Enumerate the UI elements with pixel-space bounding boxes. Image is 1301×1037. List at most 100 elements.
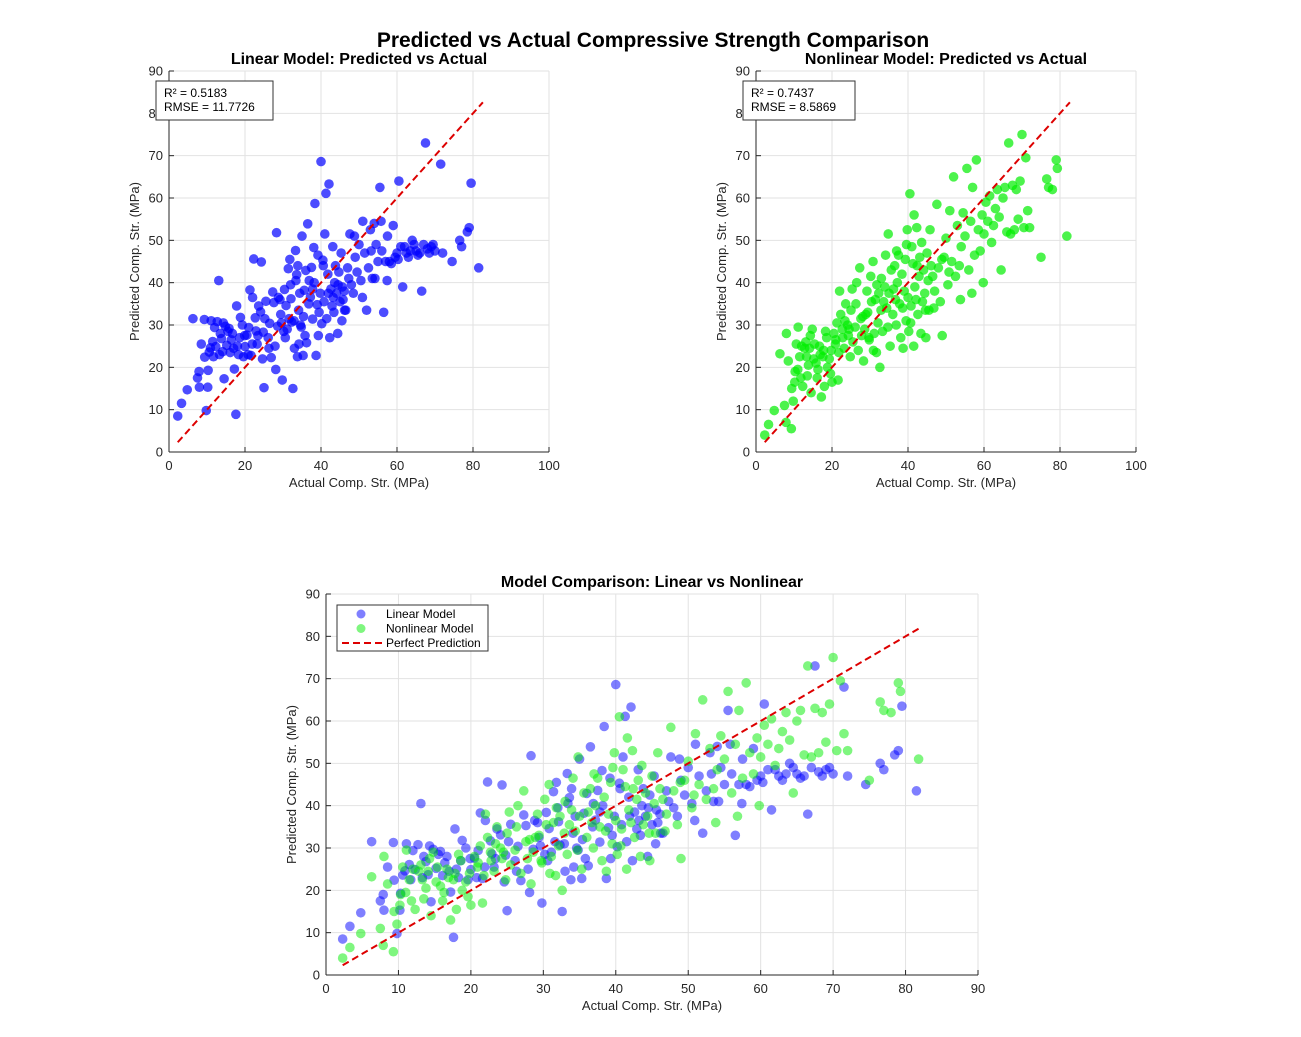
linear-data-point bbox=[259, 382, 269, 393]
linear-data-point bbox=[324, 332, 335, 343]
nonlinear-data-point bbox=[783, 356, 794, 366]
x-tick-label: 60 bbox=[390, 458, 404, 473]
x-tick-label: 20 bbox=[825, 458, 839, 473]
nonlinear-data-point bbox=[964, 265, 974, 275]
nonlinear-data-point bbox=[1047, 184, 1058, 195]
nonlinear-data-point bbox=[834, 347, 844, 358]
x-axis-label: Actual Comp. Str. (MPa) bbox=[876, 475, 1016, 490]
linear-data-point bbox=[420, 138, 431, 148]
linear-comparison-point bbox=[345, 921, 355, 932]
nonlinear-data-point bbox=[1022, 205, 1033, 216]
linear-comparison-point bbox=[737, 754, 748, 764]
linear-data-point bbox=[301, 337, 312, 348]
nonlinear-comparison-point bbox=[419, 894, 429, 904]
linear-data-point bbox=[282, 324, 292, 335]
linear-data-point bbox=[300, 330, 310, 341]
legend-label: Perfect Prediction bbox=[386, 636, 481, 650]
nonlinear-comparison-point bbox=[649, 798, 659, 809]
nonlinear-data-point bbox=[832, 318, 842, 328]
nonlinear-data-point bbox=[890, 294, 901, 305]
nonlinear-comparison-point bbox=[395, 900, 405, 910]
nonlinear-comparison-point bbox=[424, 853, 435, 864]
nonlinear-data-point bbox=[851, 299, 861, 309]
nonlinear-comparison-point bbox=[647, 771, 657, 781]
plot-area bbox=[169, 71, 549, 452]
nonlinear-comparison-point bbox=[477, 898, 488, 908]
nonlinear-comparison-point bbox=[821, 737, 831, 747]
linear-data-point bbox=[337, 315, 347, 326]
linear-data-point bbox=[306, 262, 317, 273]
y-tick-label: 0 bbox=[313, 968, 320, 983]
linear-comparison-point bbox=[366, 836, 377, 847]
linear-data-point bbox=[356, 275, 366, 286]
nonlinear-comparison-point bbox=[842, 745, 853, 756]
linear-data-point bbox=[247, 292, 258, 303]
nonlinear-comparison-point bbox=[472, 862, 483, 872]
nonlinear-data-point bbox=[1024, 222, 1035, 233]
nonlinear-comparison-point bbox=[813, 747, 824, 758]
y-tick-label: 80 bbox=[306, 629, 320, 644]
nonlinear-comparison-point bbox=[566, 805, 577, 815]
nonlinear-comparison-point bbox=[913, 754, 924, 764]
linear-data-point bbox=[239, 330, 250, 341]
linear-comparison-point bbox=[759, 699, 770, 709]
linear-comparison-point bbox=[763, 764, 773, 775]
nonlinear-comparison-point bbox=[526, 879, 536, 889]
nonlinear-data-point bbox=[1017, 129, 1027, 140]
linear-comparison-point bbox=[626, 702, 636, 712]
linear-model-axes: 0204060801000102030405060708090Linear Mo… bbox=[127, 51, 560, 490]
nonlinear-comparison-point bbox=[516, 868, 526, 879]
nonlinear-data-point bbox=[948, 172, 959, 182]
nonlinear-comparison-point bbox=[337, 953, 348, 963]
y-tick-label: 50 bbox=[149, 233, 163, 248]
linear-comparison-point bbox=[745, 781, 755, 792]
nonlinear-comparison-point bbox=[559, 828, 570, 838]
linear-comparison-point bbox=[730, 830, 741, 841]
x-tick-label: 70 bbox=[826, 981, 840, 996]
nonlinear-comparison-point bbox=[754, 800, 765, 811]
nonlinear-comparison-point bbox=[697, 695, 708, 705]
nonlinear-data-point bbox=[1000, 182, 1010, 193]
linear-data-point bbox=[264, 343, 274, 354]
linear-data-point bbox=[318, 260, 329, 271]
nonlinear-data-point bbox=[796, 373, 806, 383]
nonlinear-data-point bbox=[885, 341, 895, 351]
linear-data-point bbox=[388, 220, 399, 231]
linear-data-point bbox=[213, 275, 224, 286]
nonlinear-data-point bbox=[847, 284, 857, 294]
linear-comparison-point bbox=[697, 828, 708, 838]
linear-comparison-point bbox=[597, 765, 607, 776]
nonlinear-comparison-point bbox=[445, 915, 456, 925]
y-tick-label: 60 bbox=[149, 191, 163, 206]
nonlinear-comparison-point bbox=[666, 722, 676, 733]
linear-data-point bbox=[466, 178, 476, 188]
linear-comparison-point bbox=[810, 661, 820, 671]
nonlinear-data-point bbox=[946, 256, 957, 267]
x-tick-label: 60 bbox=[753, 981, 767, 996]
nonlinear-comparison-point bbox=[382, 879, 393, 889]
nonlinear-comparison-point bbox=[734, 705, 744, 716]
nonlinear-data-point bbox=[920, 305, 931, 315]
linear-comparison-point bbox=[842, 771, 853, 781]
linear-comparison-point bbox=[526, 750, 536, 761]
nonlinear-comparison-point bbox=[690, 728, 701, 739]
x-tick-label: 80 bbox=[466, 458, 480, 473]
nonlinear-comparison-point bbox=[366, 871, 377, 882]
nonlinear-data-point bbox=[889, 260, 900, 271]
linear-data-point bbox=[352, 267, 362, 277]
y-tick-label: 90 bbox=[306, 587, 320, 602]
legend-label: Linear Model bbox=[386, 607, 455, 621]
stats-box bbox=[742, 80, 856, 121]
nonlinear-comparison-point bbox=[763, 739, 773, 750]
linear-data-point bbox=[294, 339, 304, 349]
linear-comparison-point bbox=[379, 905, 389, 916]
linear-comparison-point bbox=[758, 777, 768, 788]
linear-data-point bbox=[297, 231, 307, 241]
linear-data-point bbox=[205, 343, 216, 353]
linear-data-point bbox=[281, 300, 291, 311]
x-tick-label: 100 bbox=[538, 458, 560, 473]
nonlinear-data-point bbox=[988, 220, 999, 231]
linear-data-point bbox=[394, 176, 404, 186]
nonlinear-comparison-point bbox=[401, 845, 412, 855]
linear-data-point bbox=[293, 260, 303, 271]
